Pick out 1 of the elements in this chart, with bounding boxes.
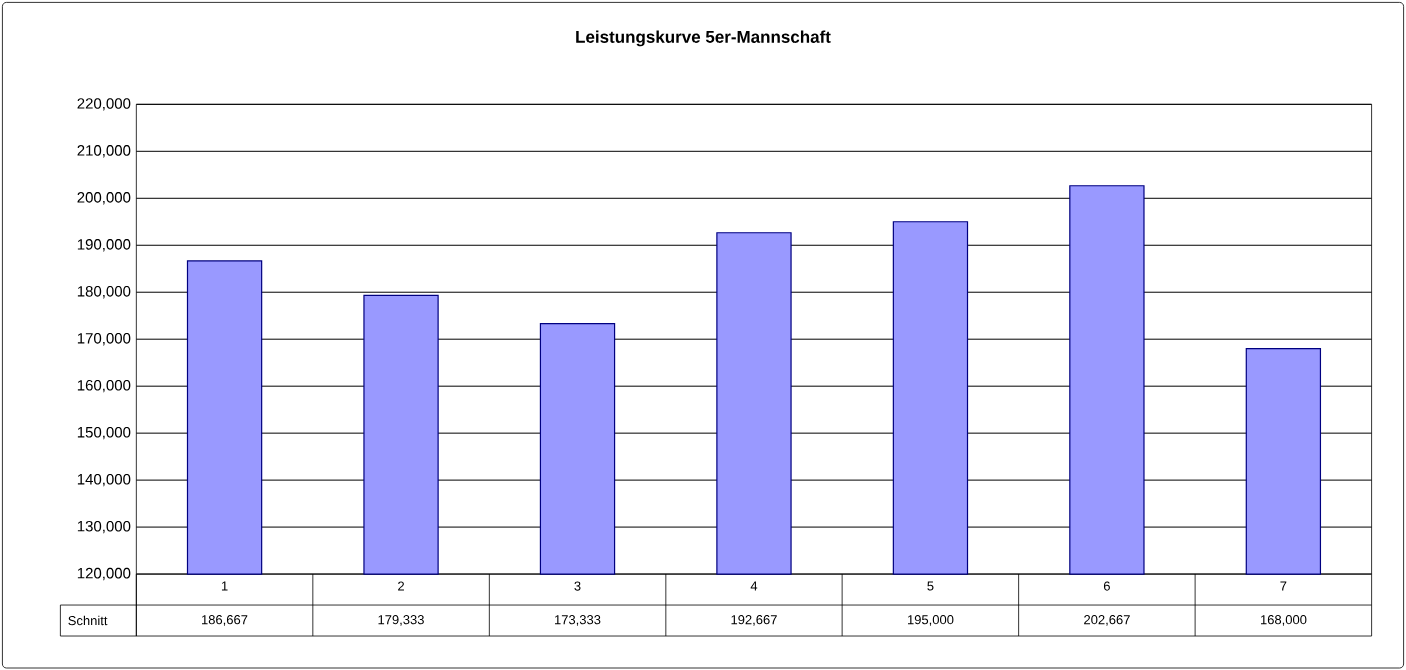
chart-title: Leistungskurve 5er-Mannschaft <box>576 30 831 47</box>
